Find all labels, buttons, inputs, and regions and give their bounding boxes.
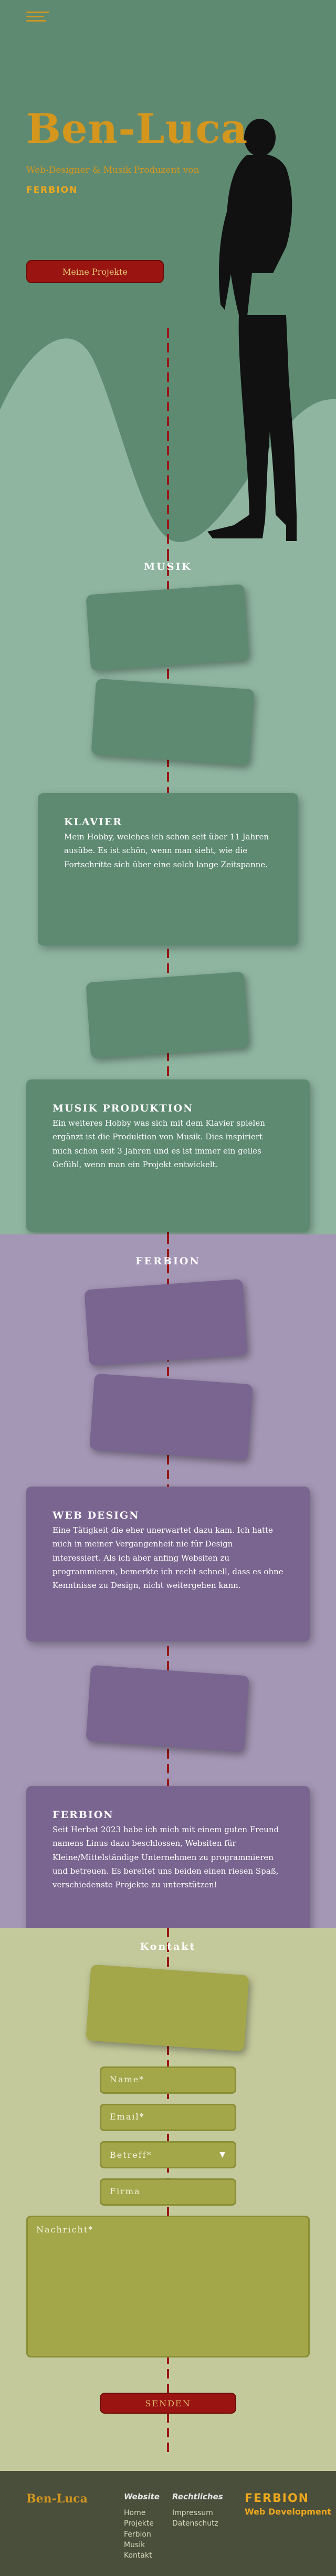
card-klavier: KLAVIER Mein Hobby, welches ich schon se… (38, 793, 298, 946)
card-text: Seit Herbst 2023 habe ich mich mit einem… (52, 1825, 279, 1889)
musik-photo-3 (86, 971, 249, 1059)
section-heading-musik: MUSIK (144, 561, 192, 573)
section-heading-kontakt: Kontakt (140, 1941, 196, 1952)
footer-ferbion-logo[interactable]: FERBION (245, 2492, 310, 2505)
silhouette-figure (207, 119, 297, 541)
footer-link-datenschutz[interactable]: Datenschutz (172, 2519, 218, 2528)
email-input[interactable]: Email* (100, 2104, 236, 2131)
footer-link-impressum[interactable]: Impressum (172, 2509, 213, 2517)
send-button[interactable]: SENDEN (100, 2393, 236, 2414)
card-text: Ein weiteres Hobby was sich mit dem Klav… (52, 1118, 265, 1169)
footer-link-home[interactable]: Home (124, 2509, 146, 2517)
footer-link-kontakt[interactable]: Kontakt (124, 2551, 152, 2560)
hero-section: Ben-Luca Web-Designer & Musik Produzent … (0, 0, 336, 552)
ferbion-photo-1 (84, 1279, 248, 1366)
timeline-line (167, 328, 169, 552)
card-musik-produktion: MUSIK PRODUKTION Ein weiteres Hobby was … (26, 1079, 310, 1232)
card-ferbion: FERBION Seit Herbst 2023 habe ich mich m… (26, 1786, 310, 1944)
kontakt-photo (86, 1964, 249, 2052)
hero-subtitle: Web-Designer & Musik Produzent von (26, 165, 200, 175)
card-text: Eine Tätigkeit die eher unerwartet dazu … (52, 1525, 284, 1590)
chevron-down-icon: ▼ (219, 2151, 226, 2159)
subject-select[interactable]: Betreff* ▼ (100, 2141, 236, 2168)
ferbion-photo-3 (86, 1665, 249, 1752)
footer-tagline: Web Development (245, 2507, 331, 2517)
footer-brand[interactable]: Ben-Luca (26, 2492, 88, 2506)
ferbion-photo-2 (89, 1373, 253, 1461)
card-title: WEB DESIGN (52, 1510, 140, 1521)
hero-background (0, 119, 336, 552)
footer-website-column: Website Home Projekte Ferbion Musik Kont… (124, 2492, 160, 2561)
section-heading-ferbion: FERBION (135, 1255, 201, 1267)
musik-photo-2 (91, 678, 255, 766)
card-web-design: WEB DESIGN Eine Tätigkeit die eher unerw… (26, 1487, 310, 1642)
subject-select-label: Betreff* (110, 2149, 152, 2160)
projects-button[interactable]: Meine Projekte (26, 260, 164, 283)
footer-column-title: Rechtliches (172, 2492, 223, 2501)
musik-photo-1 (86, 584, 249, 671)
footer: Ben-Luca Website Home Projekte Ferbion M… (0, 2471, 336, 2576)
ferbion-section: FERBION WEB DESIGN Eine Tätigkeit die eh… (0, 1234, 336, 1944)
menu-icon[interactable] (26, 12, 49, 23)
musik-section: MUSIK KLAVIER Mein Hobby, welches ich sc… (0, 552, 336, 1234)
card-text: Mein Hobby, welches ich schon seit über … (64, 832, 269, 869)
card-title: KLAVIER (64, 816, 123, 828)
card-title: MUSIK PRODUKTION (52, 1103, 194, 1114)
card-title: FERBION (52, 1809, 114, 1821)
hero-title: Ben-Luca (26, 105, 248, 153)
footer-link-ferbion[interactable]: Ferbion (124, 2530, 151, 2539)
footer-legal-column: Rechtliches Impressum Datenschutz (172, 2492, 223, 2529)
company-input[interactable]: Firma (100, 2178, 236, 2206)
footer-column-title: Website (124, 2492, 160, 2501)
kontakt-section: Kontakt Name* Email* Betreff* ▼ Firma Na… (0, 1928, 336, 2471)
footer-link-musik[interactable]: Musik (124, 2540, 145, 2549)
message-textarea[interactable]: Nachricht* (26, 2216, 310, 2357)
footer-link-projekte[interactable]: Projekte (124, 2519, 154, 2528)
name-input[interactable]: Name* (100, 2066, 236, 2094)
ferbion-logo[interactable]: FERBION (26, 185, 78, 195)
